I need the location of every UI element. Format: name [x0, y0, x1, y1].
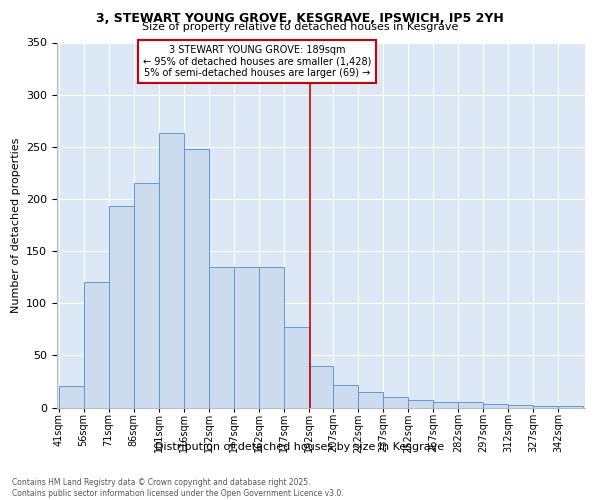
- Bar: [134, 184, 158, 408]
- Bar: [109, 206, 134, 408]
- Text: Distribution of detached houses by size in Kesgrave: Distribution of detached houses by size …: [155, 442, 445, 452]
- Bar: [484, 404, 508, 407]
- Bar: [433, 402, 458, 407]
- Text: Size of property relative to detached houses in Kesgrave: Size of property relative to detached ho…: [142, 22, 458, 32]
- Bar: [383, 397, 409, 407]
- Bar: [334, 384, 358, 407]
- Bar: [158, 133, 184, 407]
- Text: 3 STEWART YOUNG GROVE: 189sqm
← 95% of detached houses are smaller (1,428)
5% of: 3 STEWART YOUNG GROVE: 189sqm ← 95% of d…: [143, 44, 371, 78]
- Bar: [533, 406, 559, 408]
- Bar: [83, 282, 109, 408]
- Bar: [308, 366, 334, 408]
- Bar: [458, 402, 484, 407]
- Text: 3, STEWART YOUNG GROVE, KESGRAVE, IPSWICH, IP5 2YH: 3, STEWART YOUNG GROVE, KESGRAVE, IPSWIC…: [96, 12, 504, 24]
- Bar: [184, 149, 209, 407]
- Bar: [259, 266, 284, 408]
- Bar: [284, 327, 308, 407]
- Bar: [409, 400, 433, 407]
- Bar: [559, 406, 583, 408]
- Text: Contains HM Land Registry data © Crown copyright and database right 2025.
Contai: Contains HM Land Registry data © Crown c…: [12, 478, 344, 498]
- Bar: [233, 266, 259, 408]
- Y-axis label: Number of detached properties: Number of detached properties: [11, 138, 20, 312]
- Bar: [209, 266, 233, 408]
- Bar: [59, 386, 83, 407]
- Bar: [358, 392, 383, 407]
- Bar: [508, 406, 533, 407]
